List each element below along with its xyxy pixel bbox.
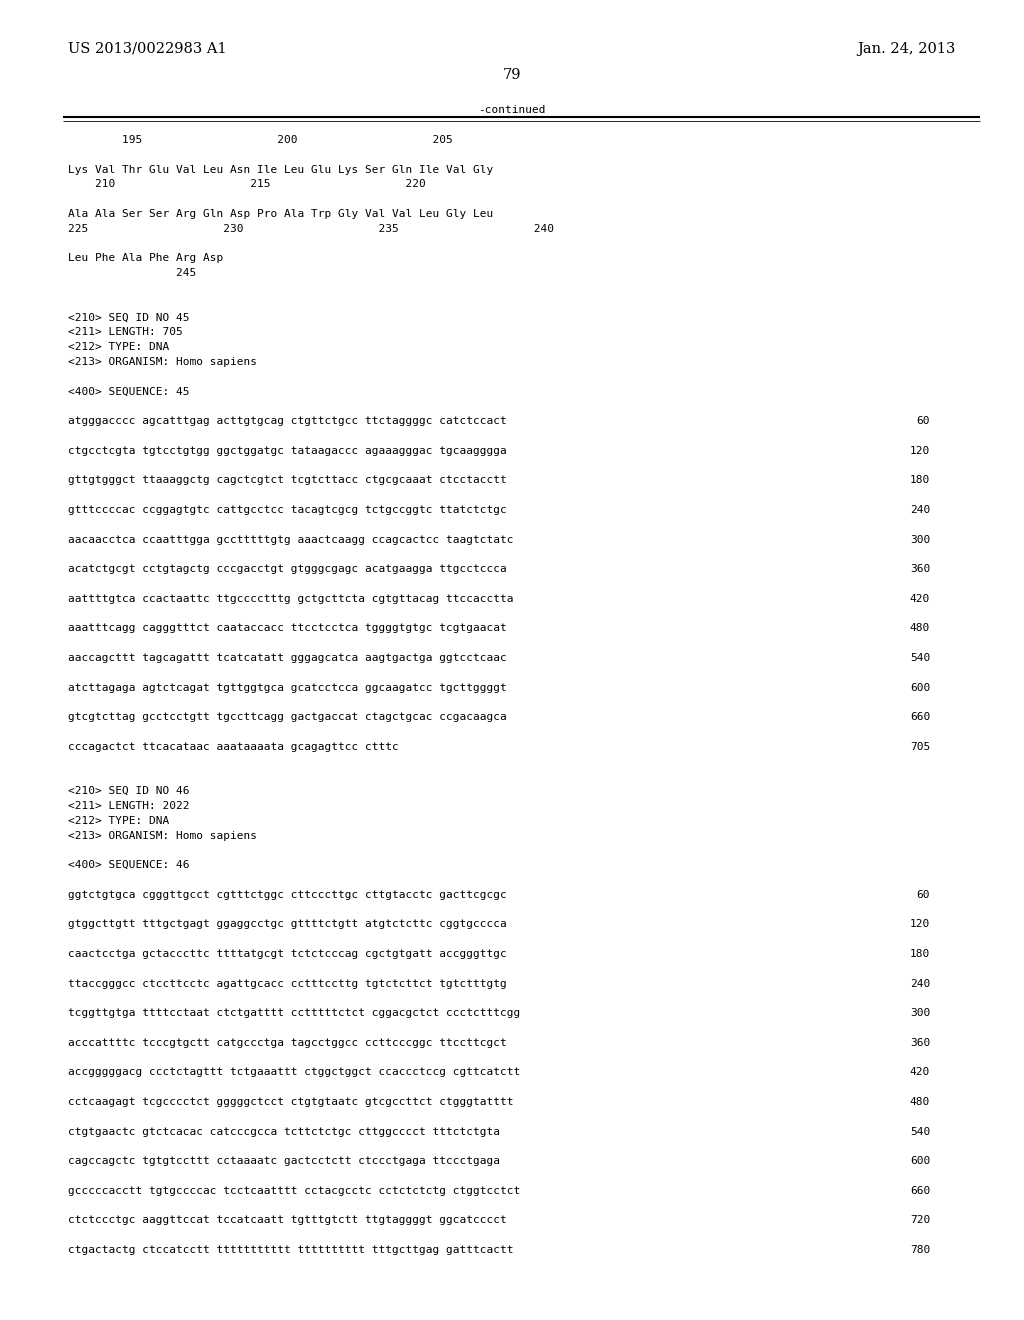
Text: caactcctga gctacccttc ttttatgcgt tctctcccag cgctgtgatt accgggttgc: caactcctga gctacccttc ttttatgcgt tctctcc… [68, 949, 507, 960]
Text: 600: 600 [909, 1156, 930, 1166]
Text: cccagactct ttcacataac aaataaaata gcagagttcc ctttc: cccagactct ttcacataac aaataaaata gcagagt… [68, 742, 398, 752]
Text: 780: 780 [909, 1245, 930, 1255]
Text: 240: 240 [909, 978, 930, 989]
Text: Leu Phe Ala Phe Arg Asp: Leu Phe Ala Phe Arg Asp [68, 253, 223, 264]
Text: 540: 540 [909, 653, 930, 663]
Text: 705: 705 [909, 742, 930, 752]
Text: <210> SEQ ID NO 46: <210> SEQ ID NO 46 [68, 787, 189, 796]
Text: gttgtgggct ttaaaggctg cagctcgtct tcgtcttacc ctgcgcaaat ctcctacctt: gttgtgggct ttaaaggctg cagctcgtct tcgtctt… [68, 475, 507, 486]
Text: gtttccccac ccggagtgtc cattgcctcc tacagtcgcg tctgccggtc ttatctctgc: gtttccccac ccggagtgtc cattgcctcc tacagtc… [68, 506, 507, 515]
Text: 79: 79 [503, 69, 521, 82]
Text: 60: 60 [916, 890, 930, 900]
Text: acatctgcgt cctgtagctg cccgacctgt gtgggcgagc acatgaagga ttgcctccca: acatctgcgt cctgtagctg cccgacctgt gtgggcg… [68, 564, 507, 574]
Text: ctgactactg ctccatcctt ttttttttttt tttttttttt tttgcttgag gatttcactt: ctgactactg ctccatcctt ttttttttttt tttttt… [68, 1245, 513, 1255]
Text: acccattttc tcccgtgctt catgccctga tagcctggcc ccttcccggc ttccttcgct: acccattttc tcccgtgctt catgccctga tagcctg… [68, 1038, 507, 1048]
Text: cctcaagagt tcgcccctct gggggctcct ctgtgtaatc gtcgccttct ctgggtatttt: cctcaagagt tcgcccctct gggggctcct ctgtgta… [68, 1097, 513, 1107]
Text: 660: 660 [909, 713, 930, 722]
Text: 180: 180 [909, 475, 930, 486]
Text: ctgcctcgta tgtcctgtgg ggctggatgc tataagaccc agaaagggac tgcaagggga: ctgcctcgta tgtcctgtgg ggctggatgc tataaga… [68, 446, 507, 455]
Text: 540: 540 [909, 1126, 930, 1137]
Text: <211> LENGTH: 2022: <211> LENGTH: 2022 [68, 801, 189, 810]
Text: atcttagaga agtctcagat tgttggtgca gcatcctcca ggcaagatcc tgcttggggt: atcttagaga agtctcagat tgttggtgca gcatcct… [68, 682, 507, 693]
Text: tcggttgtga ttttcctaat ctctgatttt cctttttctct cggacgctct ccctctttcgg: tcggttgtga ttttcctaat ctctgatttt ccttttt… [68, 1008, 520, 1018]
Text: 120: 120 [909, 446, 930, 455]
Text: gcccccacctt tgtgccccac tcctcaatttt cctacgcctc cctctctctg ctggtcctct: gcccccacctt tgtgccccac tcctcaatttt cctac… [68, 1185, 520, 1196]
Text: <210> SEQ ID NO 45: <210> SEQ ID NO 45 [68, 313, 189, 322]
Text: 120: 120 [909, 920, 930, 929]
Text: 210                    215                    220: 210 215 220 [68, 180, 426, 189]
Text: Jan. 24, 2013: Jan. 24, 2013 [858, 42, 956, 55]
Text: 480: 480 [909, 623, 930, 634]
Text: cagccagctc tgtgtccttt cctaaaatc gactcctctt ctccctgaga ttccctgaga: cagccagctc tgtgtccttt cctaaaatc gactcctc… [68, 1156, 500, 1166]
Text: 60: 60 [916, 416, 930, 426]
Text: 480: 480 [909, 1097, 930, 1107]
Text: aacaacctca ccaatttgga gcctttttgtg aaactcaagg ccagcactcc taagtctatc: aacaacctca ccaatttgga gcctttttgtg aaactc… [68, 535, 513, 545]
Text: <213> ORGANISM: Homo sapiens: <213> ORGANISM: Homo sapiens [68, 830, 257, 841]
Text: aattttgtca ccactaattc ttgcccctttg gctgcttcta cgtgttacag ttccacctta: aattttgtca ccactaattc ttgcccctttg gctgct… [68, 594, 513, 603]
Text: atgggacccc agcatttgag acttgtgcag ctgttctgcc ttctaggggc catctccact: atgggacccc agcatttgag acttgtgcag ctgttct… [68, 416, 507, 426]
Text: 195                    200                    205: 195 200 205 [68, 135, 453, 145]
Text: accgggggacg ccctctagttt tctgaaattt ctggctggct ccaccctccg cgttcatctt: accgggggacg ccctctagttt tctgaaattt ctggc… [68, 1068, 520, 1077]
Text: 245: 245 [68, 268, 197, 279]
Text: 180: 180 [909, 949, 930, 960]
Text: aaatttcagg cagggtttct caataccacc ttcctcctca tggggtgtgc tcgtgaacat: aaatttcagg cagggtttct caataccacc ttcctcc… [68, 623, 507, 634]
Text: 360: 360 [909, 1038, 930, 1048]
Text: -continued: -continued [478, 106, 546, 115]
Text: ggtctgtgca cgggttgcct cgtttctggc cttcccttgc cttgtacctc gacttcgcgc: ggtctgtgca cgggttgcct cgtttctggc cttccct… [68, 890, 507, 900]
Text: 300: 300 [909, 535, 930, 545]
Text: US 2013/0022983 A1: US 2013/0022983 A1 [68, 42, 226, 55]
Text: aaccagcttt tagcagattt tcatcatatt gggagcatca aagtgactga ggtcctcaac: aaccagcttt tagcagattt tcatcatatt gggagca… [68, 653, 507, 663]
Text: 660: 660 [909, 1185, 930, 1196]
Text: gtggcttgtt tttgctgagt ggaggcctgc gttttctgtt atgtctcttc cggtgcccca: gtggcttgtt tttgctgagt ggaggcctgc gttttct… [68, 920, 507, 929]
Text: Lys Val Thr Glu Val Leu Asn Ile Leu Glu Lys Ser Gln Ile Val Gly: Lys Val Thr Glu Val Leu Asn Ile Leu Glu … [68, 165, 494, 174]
Text: 600: 600 [909, 682, 930, 693]
Text: 240: 240 [909, 506, 930, 515]
Text: <212> TYPE: DNA: <212> TYPE: DNA [68, 342, 169, 352]
Text: 225                    230                    235                    240: 225 230 235 240 [68, 224, 554, 234]
Text: <212> TYPE: DNA: <212> TYPE: DNA [68, 816, 169, 826]
Text: <213> ORGANISM: Homo sapiens: <213> ORGANISM: Homo sapiens [68, 356, 257, 367]
Text: Ala Ala Ser Ser Arg Gln Asp Pro Ala Trp Gly Val Val Leu Gly Leu: Ala Ala Ser Ser Arg Gln Asp Pro Ala Trp … [68, 209, 494, 219]
Text: <400> SEQUENCE: 46: <400> SEQUENCE: 46 [68, 861, 189, 870]
Text: ttaccgggcc ctccttcctc agattgcacc cctttccttg tgtctcttct tgtctttgtg: ttaccgggcc ctccttcctc agattgcacc cctttcc… [68, 978, 507, 989]
Text: gtcgtcttag gcctcctgtt tgccttcagg gactgaccat ctagctgcac ccgacaagca: gtcgtcttag gcctcctgtt tgccttcagg gactgac… [68, 713, 507, 722]
Text: ctgtgaactc gtctcacac catcccgcca tcttctctgc cttggcccct tttctctgta: ctgtgaactc gtctcacac catcccgcca tcttctct… [68, 1126, 500, 1137]
Text: 300: 300 [909, 1008, 930, 1018]
Text: 720: 720 [909, 1216, 930, 1225]
Text: <400> SEQUENCE: 45: <400> SEQUENCE: 45 [68, 387, 189, 396]
Text: 420: 420 [909, 594, 930, 603]
Text: 420: 420 [909, 1068, 930, 1077]
Text: 360: 360 [909, 564, 930, 574]
Text: <211> LENGTH: 705: <211> LENGTH: 705 [68, 327, 182, 338]
Text: ctctccctgc aaggttccat tccatcaatt tgtttgtctt ttgtaggggt ggcatcccct: ctctccctgc aaggttccat tccatcaatt tgtttgt… [68, 1216, 507, 1225]
